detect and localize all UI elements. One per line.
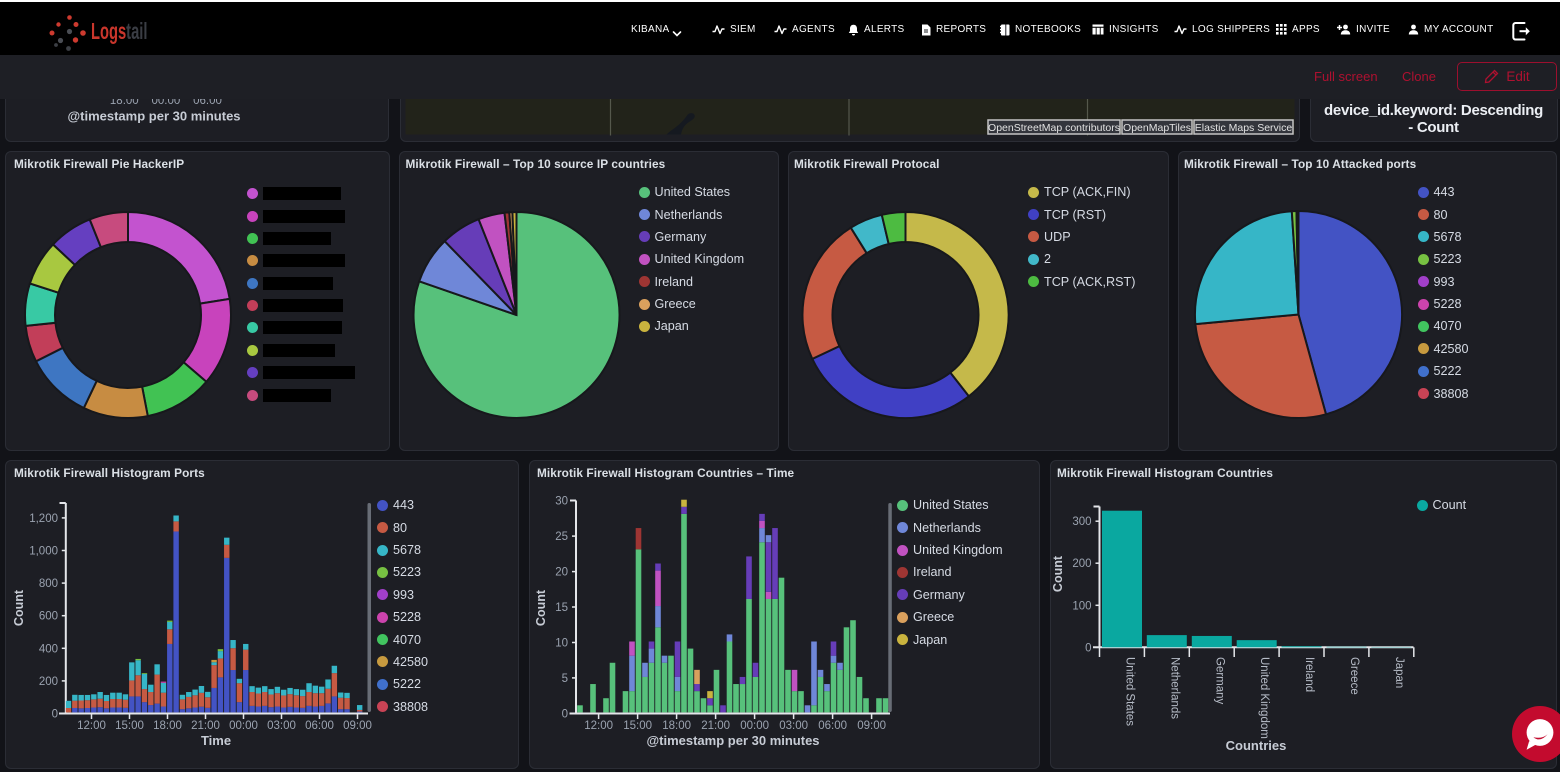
- svg-text:800: 800: [39, 578, 58, 590]
- svg-text:Countries: Countries: [1226, 738, 1287, 753]
- svg-text:30: 30: [555, 496, 568, 508]
- svg-text:03:00: 03:00: [267, 720, 296, 732]
- svg-text:400: 400: [39, 643, 58, 655]
- svg-text:Count: Count: [534, 589, 548, 626]
- svg-text:03:00: 03:00: [779, 720, 808, 732]
- svg-text:25: 25: [555, 531, 568, 543]
- svg-text:18:00: 18:00: [153, 720, 182, 732]
- svg-text:200: 200: [1072, 558, 1091, 570]
- svg-text:Ireland: Ireland: [1303, 657, 1315, 692]
- svg-text:Japan: Japan: [1393, 657, 1405, 688]
- svg-text:1,200: 1,200: [29, 513, 58, 525]
- svg-text:10: 10: [555, 638, 568, 650]
- svg-text:12:00: 12:00: [584, 720, 613, 732]
- svg-text:06:00: 06:00: [818, 720, 847, 732]
- svg-text:15:00: 15:00: [115, 720, 144, 732]
- svg-text:15: 15: [555, 602, 568, 614]
- svg-text:21:00: 21:00: [191, 720, 220, 732]
- svg-text:300: 300: [1072, 516, 1091, 528]
- svg-text:100: 100: [1072, 600, 1091, 612]
- svg-text:@timestamp per 30 minutes: @timestamp per 30 minutes: [67, 109, 240, 124]
- svg-text:21:00: 21:00: [701, 720, 730, 732]
- svg-text:15:00: 15:00: [623, 720, 652, 732]
- svg-text:600: 600: [39, 611, 58, 623]
- svg-text:5: 5: [562, 673, 568, 685]
- svg-text:Netherlands: Netherlands: [1168, 657, 1180, 719]
- svg-text:00:00: 00:00: [740, 720, 769, 732]
- svg-text:0: 0: [1085, 642, 1091, 654]
- svg-text:0: 0: [562, 708, 568, 720]
- svg-text:18:00: 18:00: [662, 720, 691, 732]
- svg-text:OpenMapTiles: OpenMapTiles: [1123, 122, 1191, 134]
- svg-text:Count: Count: [12, 589, 26, 626]
- svg-text:OpenStreetMap contributors: OpenStreetMap contributors: [988, 122, 1120, 134]
- svg-text:12:00: 12:00: [77, 720, 106, 732]
- svg-text:00:00: 00:00: [229, 720, 258, 732]
- svg-text:Greece: Greece: [1348, 657, 1360, 695]
- svg-text:09:00: 09:00: [857, 720, 886, 732]
- svg-text:Germany: Germany: [1213, 657, 1225, 705]
- svg-text:@timestamp per 30 minutes: @timestamp per 30 minutes: [646, 733, 819, 748]
- svg-text:United Kingdom: United Kingdom: [1258, 657, 1270, 739]
- svg-text:0: 0: [52, 709, 58, 721]
- svg-text:United States: United States: [1123, 657, 1135, 726]
- svg-text:Time: Time: [201, 733, 231, 748]
- svg-text:09:00: 09:00: [343, 720, 372, 732]
- svg-text:06:00: 06:00: [305, 720, 334, 732]
- svg-text:Count: Count: [1051, 555, 1065, 592]
- svg-text:200: 200: [39, 676, 58, 688]
- svg-text:Elastic Maps Service: Elastic Maps Service: [1194, 122, 1292, 134]
- svg-text:20: 20: [555, 567, 568, 579]
- svg-text:1,000: 1,000: [29, 546, 58, 558]
